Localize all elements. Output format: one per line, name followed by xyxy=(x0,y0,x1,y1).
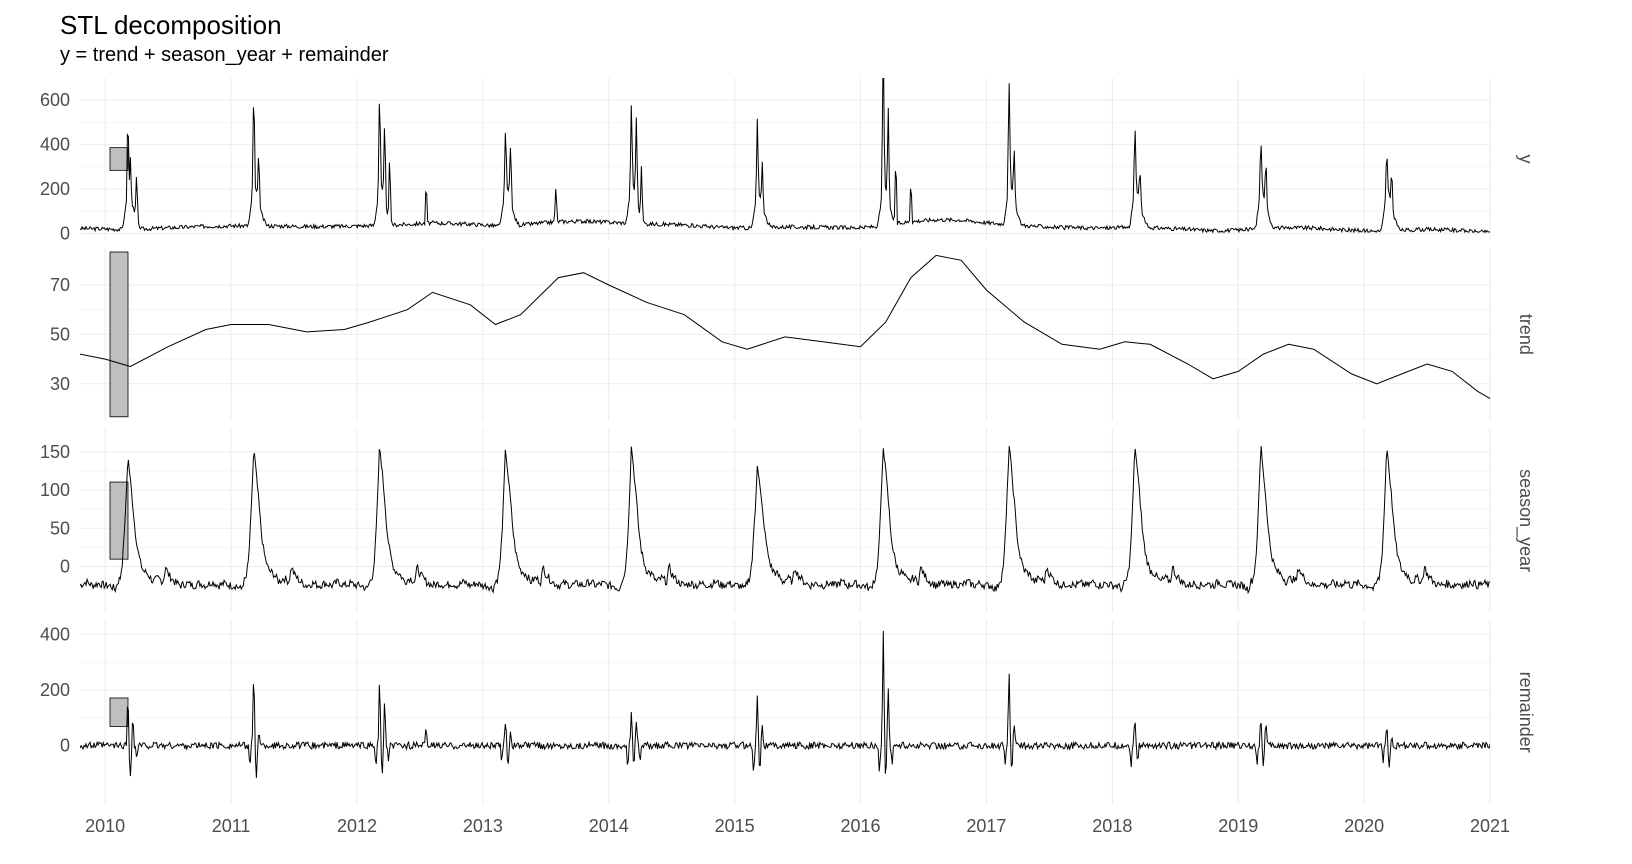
x-tick-label: 2012 xyxy=(337,816,377,836)
x-tick-label: 2015 xyxy=(715,816,755,836)
y-tick-label: 0 xyxy=(60,223,70,243)
x-tick-label: 2014 xyxy=(589,816,629,836)
range-bar xyxy=(110,698,128,726)
y-tick-label: 200 xyxy=(40,179,70,199)
strip-label-trend: trend xyxy=(1516,314,1536,355)
x-tick-label: 2010 xyxy=(85,816,125,836)
x-tick-label: 2021 xyxy=(1470,816,1510,836)
range-bar xyxy=(110,148,128,171)
y-tick-label: 30 xyxy=(50,374,70,394)
y-tick-label: 0 xyxy=(60,557,70,577)
range-bar xyxy=(110,252,128,417)
y-tick-label: 50 xyxy=(50,324,70,344)
y-tick-label: 150 xyxy=(40,442,70,462)
stl-decomposition-chart: 0 200 400 600 y 30 50 70 trend 0 50 100 150 season_ye… xyxy=(0,0,1632,864)
y-tick-label: 0 xyxy=(60,736,70,756)
y-tick-label: 400 xyxy=(40,135,70,155)
x-tick-label: 2018 xyxy=(1092,816,1132,836)
y-tick-label: 70 xyxy=(50,275,70,295)
x-tick-label: 2016 xyxy=(841,816,881,836)
x-tick-label: 2019 xyxy=(1218,816,1258,836)
strip-label-remainder: remainder xyxy=(1516,672,1536,753)
x-tick-label: 2017 xyxy=(966,816,1006,836)
y-tick-label: 50 xyxy=(50,518,70,538)
y-tick-label: 200 xyxy=(40,680,70,700)
x-tick-label: 2020 xyxy=(1344,816,1384,836)
y-tick-label: 400 xyxy=(40,624,70,644)
x-tick-label: 2011 xyxy=(212,816,251,836)
y-tick-label: 100 xyxy=(40,480,70,500)
y-tick-label: 600 xyxy=(40,90,70,110)
x-tick-label: 2013 xyxy=(463,816,503,836)
strip-label-y: y xyxy=(1516,155,1536,164)
strip-label-season_year: season_year xyxy=(1515,469,1536,572)
